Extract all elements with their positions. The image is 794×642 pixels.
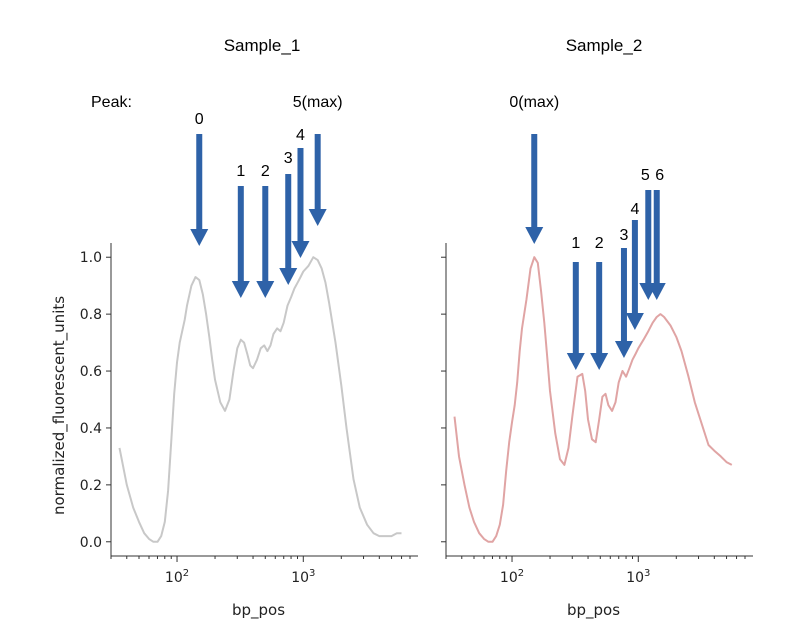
peak-label: 0(max) — [509, 94, 559, 111]
chart-title: Sample_1 — [224, 36, 301, 55]
peak-arrow-head — [590, 353, 609, 370]
peak-arrow-shaft — [285, 174, 292, 269]
peak-label: 4 — [630, 201, 639, 218]
peak-arrow-head — [625, 313, 644, 330]
peak-arrow-shaft — [645, 190, 652, 284]
series-line-sample-2 — [453, 256, 733, 543]
y-tick-label: 0.2 — [80, 478, 102, 494]
peak-arrow-head — [566, 353, 585, 370]
peak-arrow-shaft — [262, 186, 269, 282]
y-tick-label: 0.6 — [80, 364, 102, 380]
series-line-sample-1 — [118, 256, 402, 543]
x-tick-label: 102 — [165, 568, 189, 586]
peak-arrow-shaft — [237, 186, 244, 282]
peak-arrow-shaft — [297, 148, 304, 242]
peak-arrow-shaft — [572, 262, 579, 354]
peak-label: 4 — [296, 127, 305, 144]
peak-label: 6 — [655, 167, 664, 184]
x-tick-label: 102 — [500, 568, 524, 586]
peak-arrow-head — [308, 209, 327, 226]
y-tick-label: 0.0 — [80, 535, 102, 551]
peak-arrow-shaft — [631, 220, 638, 314]
peak-arrow-head — [279, 268, 298, 285]
y-tick-label: 1.0 — [80, 250, 102, 266]
peak-arrow-shaft — [531, 134, 538, 228]
peak-header-label: Peak: — [91, 94, 132, 111]
peak-arrow-shaft — [653, 190, 660, 284]
peak-label: 5 — [641, 167, 650, 184]
peak-arrow-head — [614, 341, 633, 358]
y-tick-label: 0.4 — [80, 421, 102, 437]
peak-arrow-head — [231, 281, 250, 298]
peak-label: 3 — [284, 150, 293, 167]
x-tick-label: 103 — [626, 568, 650, 586]
peak-label: 1 — [236, 163, 245, 180]
peak-arrow-shaft — [620, 248, 627, 342]
peak-arrow-shaft — [314, 134, 321, 210]
sample-2-panel: Sample_2 102 103 bp_pos 0(max) 1 2 345 6 — [441, 36, 753, 620]
peak-label: 5(max) — [293, 94, 343, 111]
peak-arrow-head — [256, 281, 275, 298]
y-axis-label: normalized_fluorescent_units — [50, 296, 69, 515]
x-axis-label: bp_pos — [232, 601, 285, 620]
y-tick-label: 0.8 — [80, 307, 102, 323]
peak-arrow-head — [190, 229, 209, 246]
peak-label: 2 — [595, 235, 604, 252]
peak-arrow-shaft — [196, 134, 203, 230]
peak-arrow-head — [291, 241, 310, 258]
peak-label: 2 — [261, 163, 270, 180]
peak-label: 3 — [620, 227, 629, 244]
peak-arrow-shaft — [596, 262, 603, 354]
x-axis-label: bp_pos — [567, 601, 620, 620]
x-tick-label: 103 — [291, 568, 315, 586]
peak-label: 1 — [571, 235, 580, 252]
peak-arrow-head — [525, 227, 544, 244]
peak-arrow-head — [647, 283, 666, 300]
peak-label: 0 — [195, 111, 204, 128]
chart-title: Sample_2 — [566, 36, 643, 55]
